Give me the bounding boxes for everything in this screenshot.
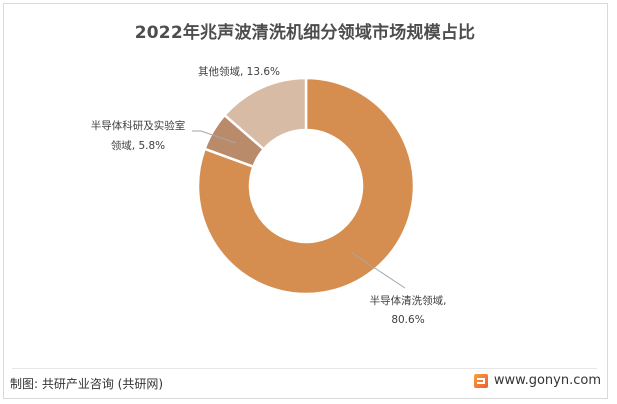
leader-line-main [351, 252, 406, 289]
chart-title: 2022年兆声波清洗机细分领域市场规模占比 [134, 23, 476, 43]
data-label-lab: 半导体科研及实验室 领域, 5.8% [80, 118, 196, 154]
data-label-lab-line1: 半导体科研及实验室 [90, 120, 186, 132]
gonyn-logo-icon [473, 373, 488, 388]
donut-slice-0 [196, 76, 416, 296]
data-label-lab-line2: 领域, 5.8% [110, 140, 166, 152]
footer-divider [12, 368, 597, 369]
leader-line-lab [192, 130, 237, 144]
data-label-main-name: 半导体清洗领域, [369, 295, 447, 307]
data-label-other: 其他领域, 13.6% [198, 64, 280, 80]
website-url: www.gonyn.com [493, 373, 601, 388]
data-label-main-value: 80.6% [391, 314, 425, 326]
donut-slices [196, 76, 416, 296]
website-credit: www.gonyn.com [473, 373, 601, 388]
source-credit: 制图: 共研产业咨询 (共研网) [10, 377, 164, 391]
donut-slice-2 [222, 76, 308, 151]
data-label-other-text: 其他领域, 13.6% [198, 66, 281, 78]
chart-frame [3, 3, 608, 399]
data-label-main: 半导体清洗领域, 80.6% [360, 293, 456, 328]
